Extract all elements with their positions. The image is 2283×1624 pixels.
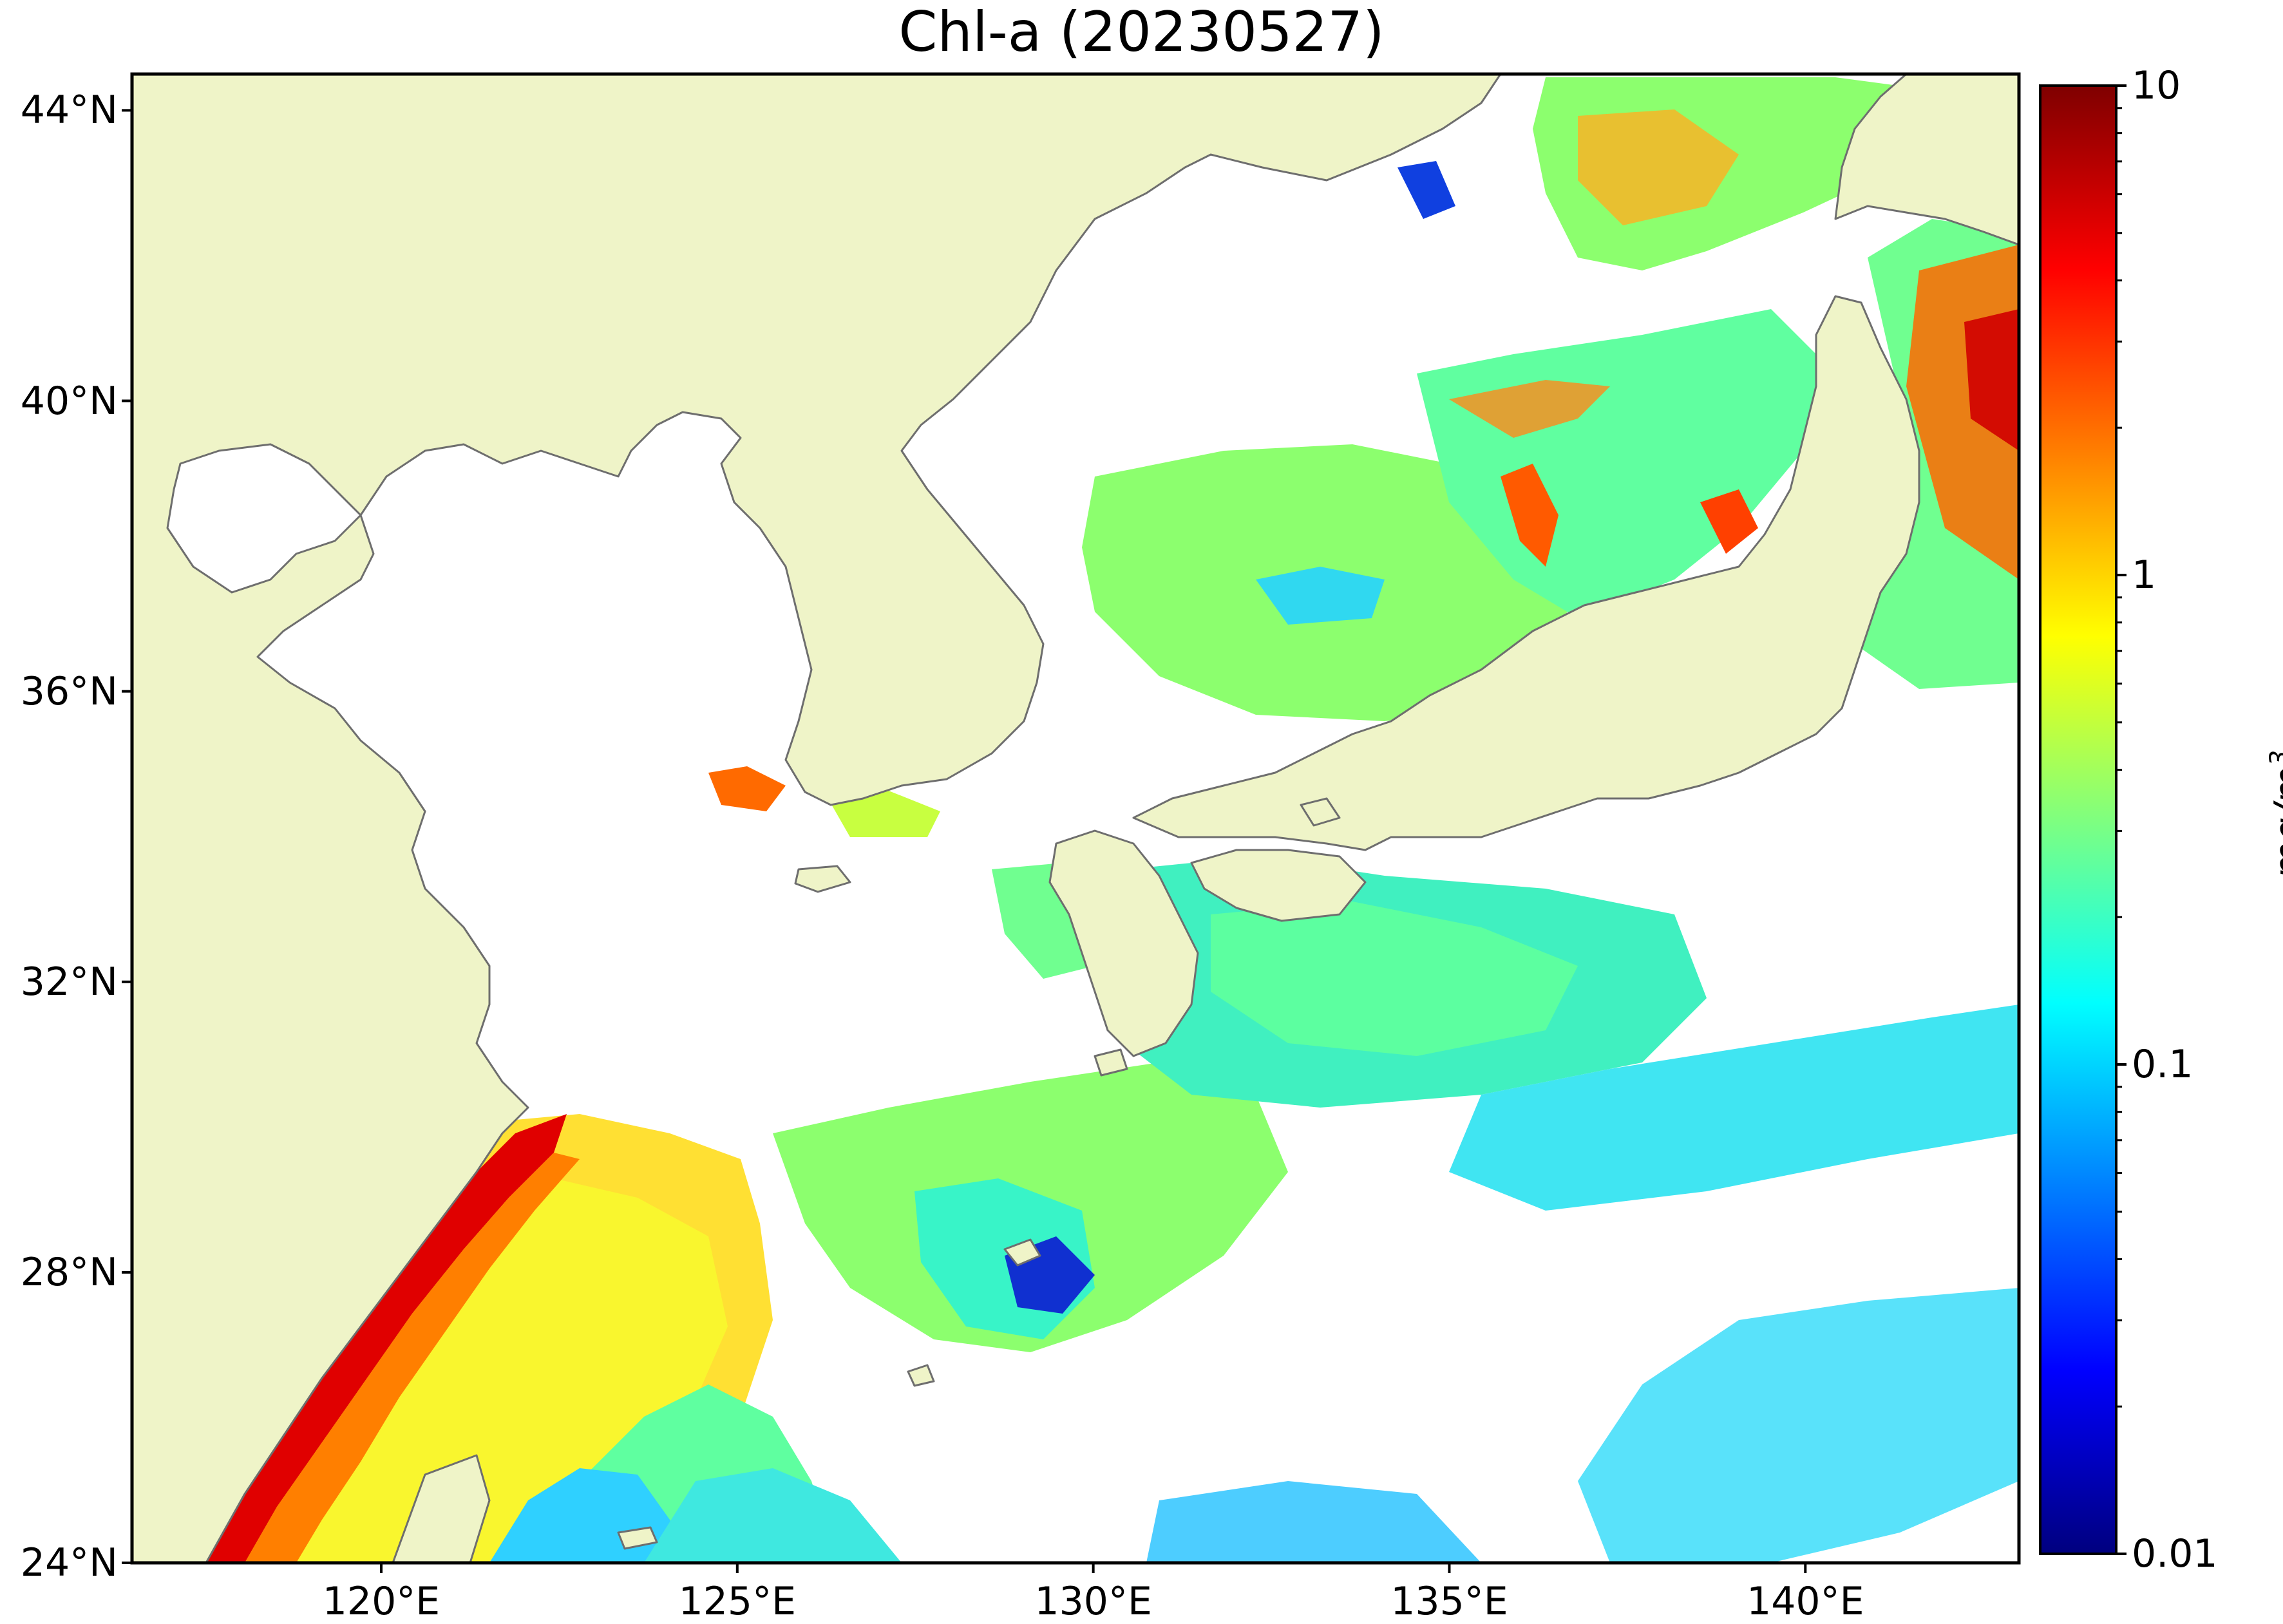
colorbar-tick-label: 0.1 [2132, 1042, 2193, 1087]
lat-tick-label: 44°N [20, 88, 118, 133]
lat-tick-label: 24°N [20, 1540, 118, 1585]
lon-tick-label: 140°E [1747, 1579, 1864, 1624]
lon-tick-label: 135°E [1390, 1579, 1508, 1624]
lon-tick-label: 120°E [322, 1579, 440, 1624]
chlorophyll-field [180, 77, 2019, 1563]
lon-tick-label: 125°E [678, 1579, 797, 1624]
map-frame [130, 72, 2021, 1565]
land-masses [132, 74, 2019, 1563]
lat-tick-label: 28°N [20, 1249, 118, 1295]
lon-tick-label: 130°E [1034, 1579, 1152, 1624]
colorbar-unit-label: mg/m3 [2265, 750, 2283, 880]
colorbar-tick-label: 1 [2132, 552, 2157, 598]
map-title: Chl-a (20230527) [898, 0, 1385, 64]
colorbar-tick-label: 0.01 [2132, 1531, 2218, 1576]
colorbar-tick-label: 10 [2132, 63, 2181, 108]
colorbar [2039, 84, 2117, 1555]
lat-tick-label: 32°N [20, 959, 118, 1005]
lat-tick-label: 40°N [20, 378, 118, 424]
lat-tick-label: 36°N [20, 668, 118, 714]
